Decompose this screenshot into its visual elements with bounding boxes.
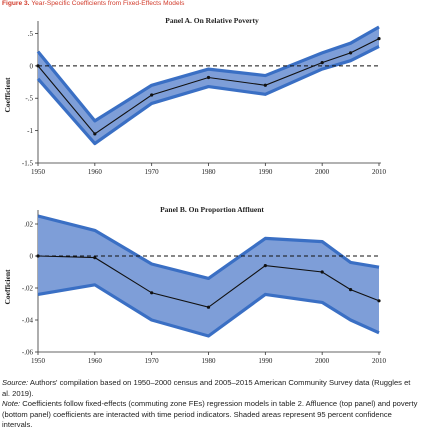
note-label: Note: — [2, 399, 21, 409]
panel-a-data-point — [348, 51, 353, 55]
panel-b-xtick-label: 1990 — [258, 357, 273, 365]
note-text: Coefficients follow fixed-effects (commu… — [2, 399, 418, 430]
panel-a-data-point — [150, 93, 154, 97]
panel-a-ci-upper-edge — [36, 25, 380, 123]
panel-b-ci-lower-edge — [37, 283, 380, 338]
panel-a-estimate-line — [37, 38, 380, 135]
panel-a-data-point — [377, 37, 381, 41]
panel-b-data-point — [150, 291, 154, 295]
panel-a-data-point — [93, 132, 97, 136]
panel-b-data-point — [348, 288, 353, 292]
panel-a-ytick-label: -.5 — [25, 95, 33, 103]
panel-a-ytick-label: -1 — [27, 127, 33, 135]
panel-a-ytick-label: -1.5 — [22, 160, 34, 168]
source-text: Authors' compilation based on 1950–2000 … — [2, 378, 411, 398]
method-note: Note: Coefficients follow fixed-effects … — [2, 399, 420, 431]
panel-a-data-point — [206, 75, 211, 80]
panel-a-data-point — [36, 64, 40, 68]
panel-b-ylabel: Coefficient — [3, 269, 12, 304]
panel-b-data-point — [206, 305, 211, 309]
panel-a-xtick-label: 1990 — [258, 168, 273, 176]
panel-a-xtick-label: 1950 — [31, 168, 46, 176]
panel-b-data-point — [320, 270, 324, 274]
panel-b-ytick-label: .02 — [24, 221, 33, 229]
panel-a-xtick-label: 1960 — [88, 168, 103, 176]
panel-a-ylabel: Coefficient — [3, 77, 12, 112]
panel-b-ci-band — [38, 216, 379, 336]
panel-a-xtick-label: 1970 — [145, 168, 160, 176]
source-note: Source: Authors' compilation based on 19… — [2, 378, 420, 399]
panel-a-ci-lower-edge — [36, 44, 380, 146]
panel-b-xtick-label: 2010 — [372, 357, 387, 365]
figure-caption: Year-Specific Coefficients from Fixed-Ef… — [31, 0, 185, 7]
panel-b-estimate-line — [37, 255, 380, 308]
panel-b-ytick-label: -.02 — [22, 285, 34, 293]
panel-a-xtick-label: 1980 — [202, 168, 217, 176]
panel-b-xtick-label: 1970 — [145, 357, 160, 365]
panel-a-data-point — [263, 83, 267, 87]
panel-b-ci-upper-edge — [37, 214, 380, 280]
figure-notes: Source: Authors' compilation based on 19… — [2, 378, 420, 431]
panel-b: Panel B. On Proportion Affluent Coeffici… — [3, 205, 387, 365]
source-label: Source: — [2, 378, 29, 387]
panel-b-xtick-label: 1950 — [31, 357, 46, 365]
panel-a-xtick-label: 2010 — [372, 168, 387, 176]
panel-b-title: Panel B. On Proportion Affluent — [160, 205, 264, 214]
panel-a-ytick-label: 0 — [30, 62, 34, 70]
panel-b-data-point — [263, 264, 267, 268]
panel-b-data-point — [377, 299, 381, 303]
panel-a-data-point — [320, 61, 324, 65]
panel-a-ytick-label: .5 — [28, 30, 34, 38]
panel-b-xtick-label: 1980 — [202, 357, 217, 365]
panel-a-xtick-label: 2000 — [315, 168, 330, 176]
panel-b-ytick-label: -.06 — [22, 349, 34, 357]
figure-title: Figure 3. Year-Specific Coefficients fro… — [2, 0, 184, 7]
panel-b-xtick-label: 1960 — [88, 357, 103, 365]
panel-b-ytick-label: -.04 — [22, 317, 34, 325]
panel-b-ytick-label: 0 — [30, 253, 34, 261]
panel-a: Panel A. On Relative Poverty Coefficient… — [3, 16, 387, 176]
panel-b-xtick-label: 2000 — [315, 357, 330, 365]
figure-number: Figure 3. — [2, 0, 30, 7]
panel-b-data-point — [36, 254, 40, 258]
panel-a-title: Panel A. On Relative Poverty — [165, 16, 259, 25]
panel-b-data-point — [93, 256, 97, 260]
